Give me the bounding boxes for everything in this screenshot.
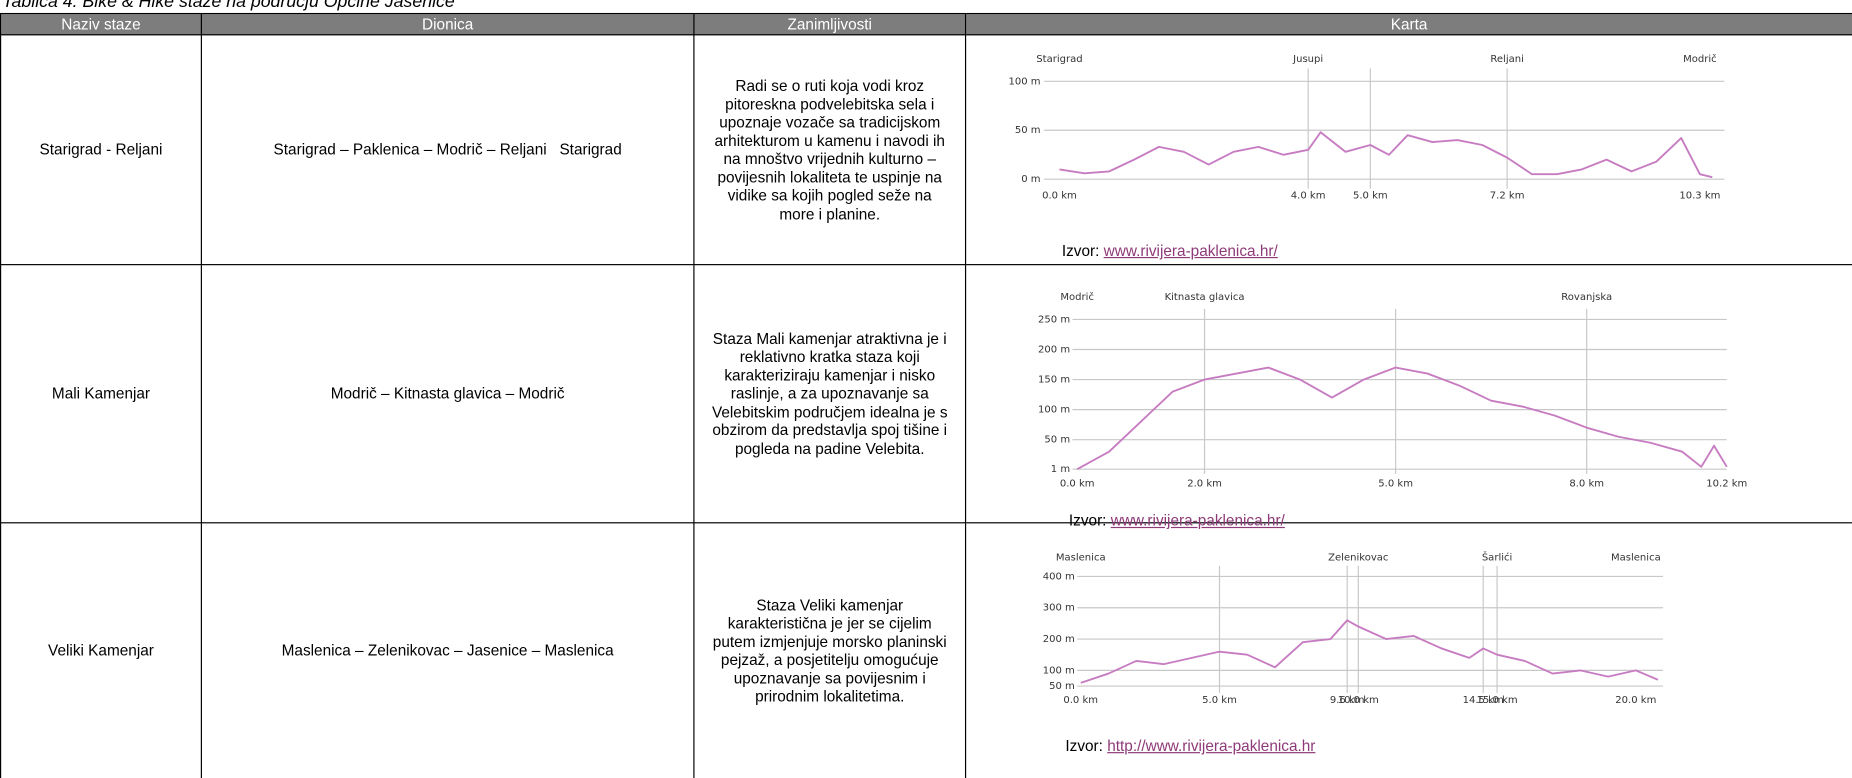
source-link[interactable]: http://www.rivijera-paklenica.hr <box>1107 736 1316 755</box>
row: Mali Kamenjar Modrič – Kitnasta glavica … <box>0 264 1852 524</box>
zanimljivosti-cell: Staza Mali kamenjar atraktivna je i rekl… <box>693 264 967 524</box>
header-cell: Karta <box>964 12 1852 36</box>
source: Izvor: www.rivijera-paklenica.hr/ <box>1062 242 1278 260</box>
source-label: Izvor: <box>1065 736 1103 755</box>
naziv-cell: Mali Kamenjar <box>0 264 202 524</box>
source: Izvor: www.rivijera-paklenica.hr/ <box>1069 512 1285 530</box>
row: Veliki Kamenjar Maslenica – Zelenikovac … <box>0 522 1852 778</box>
header-cell: Naziv staze <box>0 12 202 36</box>
caption: Tablica 4. Bike & Hike staze na području… <box>2 0 455 12</box>
karta-cell <box>964 264 1852 524</box>
source-label: Izvor: <box>1061 241 1100 260</box>
source: Izvor: http://www.rivijera-paklenica.hr <box>1065 737 1315 755</box>
dionica-cell: Starigrad – Paklenica – Modrič – Reljani… <box>200 34 695 266</box>
zanimljivosti-cell: Staza Veliki kamenjar karakteristična je… <box>693 522 967 778</box>
header-cell: Zanimljivosti <box>693 12 967 36</box>
dionica-cell: Modrič – Kitnasta glavica – Modrič <box>200 264 695 524</box>
naziv-cell: Starigrad - Reljani <box>0 34 202 266</box>
naziv-cell: Veliki Kamenjar <box>0 522 202 778</box>
source-link[interactable]: www.rivijera-paklenica.hr/ <box>1110 511 1285 530</box>
header-row: Naziv staze Dionica Zanimljivosti Karta <box>0 12 1852 36</box>
zanimljivosti-cell: Radi se o ruti koja vodi kroz pitoreskna… <box>693 34 967 266</box>
header-cell: Dionica <box>200 12 695 36</box>
source-label: Izvor: <box>1068 511 1107 530</box>
source-link[interactable]: www.rivijera-paklenica.hr/ <box>1103 241 1278 260</box>
row: Starigrad - Reljani Starigrad – Paklenic… <box>0 34 1852 266</box>
dionica-cell: Maslenica – Zelenikovac – Jasenice – Mas… <box>200 522 695 778</box>
table: Naziv staze Dionica Zanimljivosti Karta … <box>0 12 1852 778</box>
karta-cell <box>964 34 1852 266</box>
